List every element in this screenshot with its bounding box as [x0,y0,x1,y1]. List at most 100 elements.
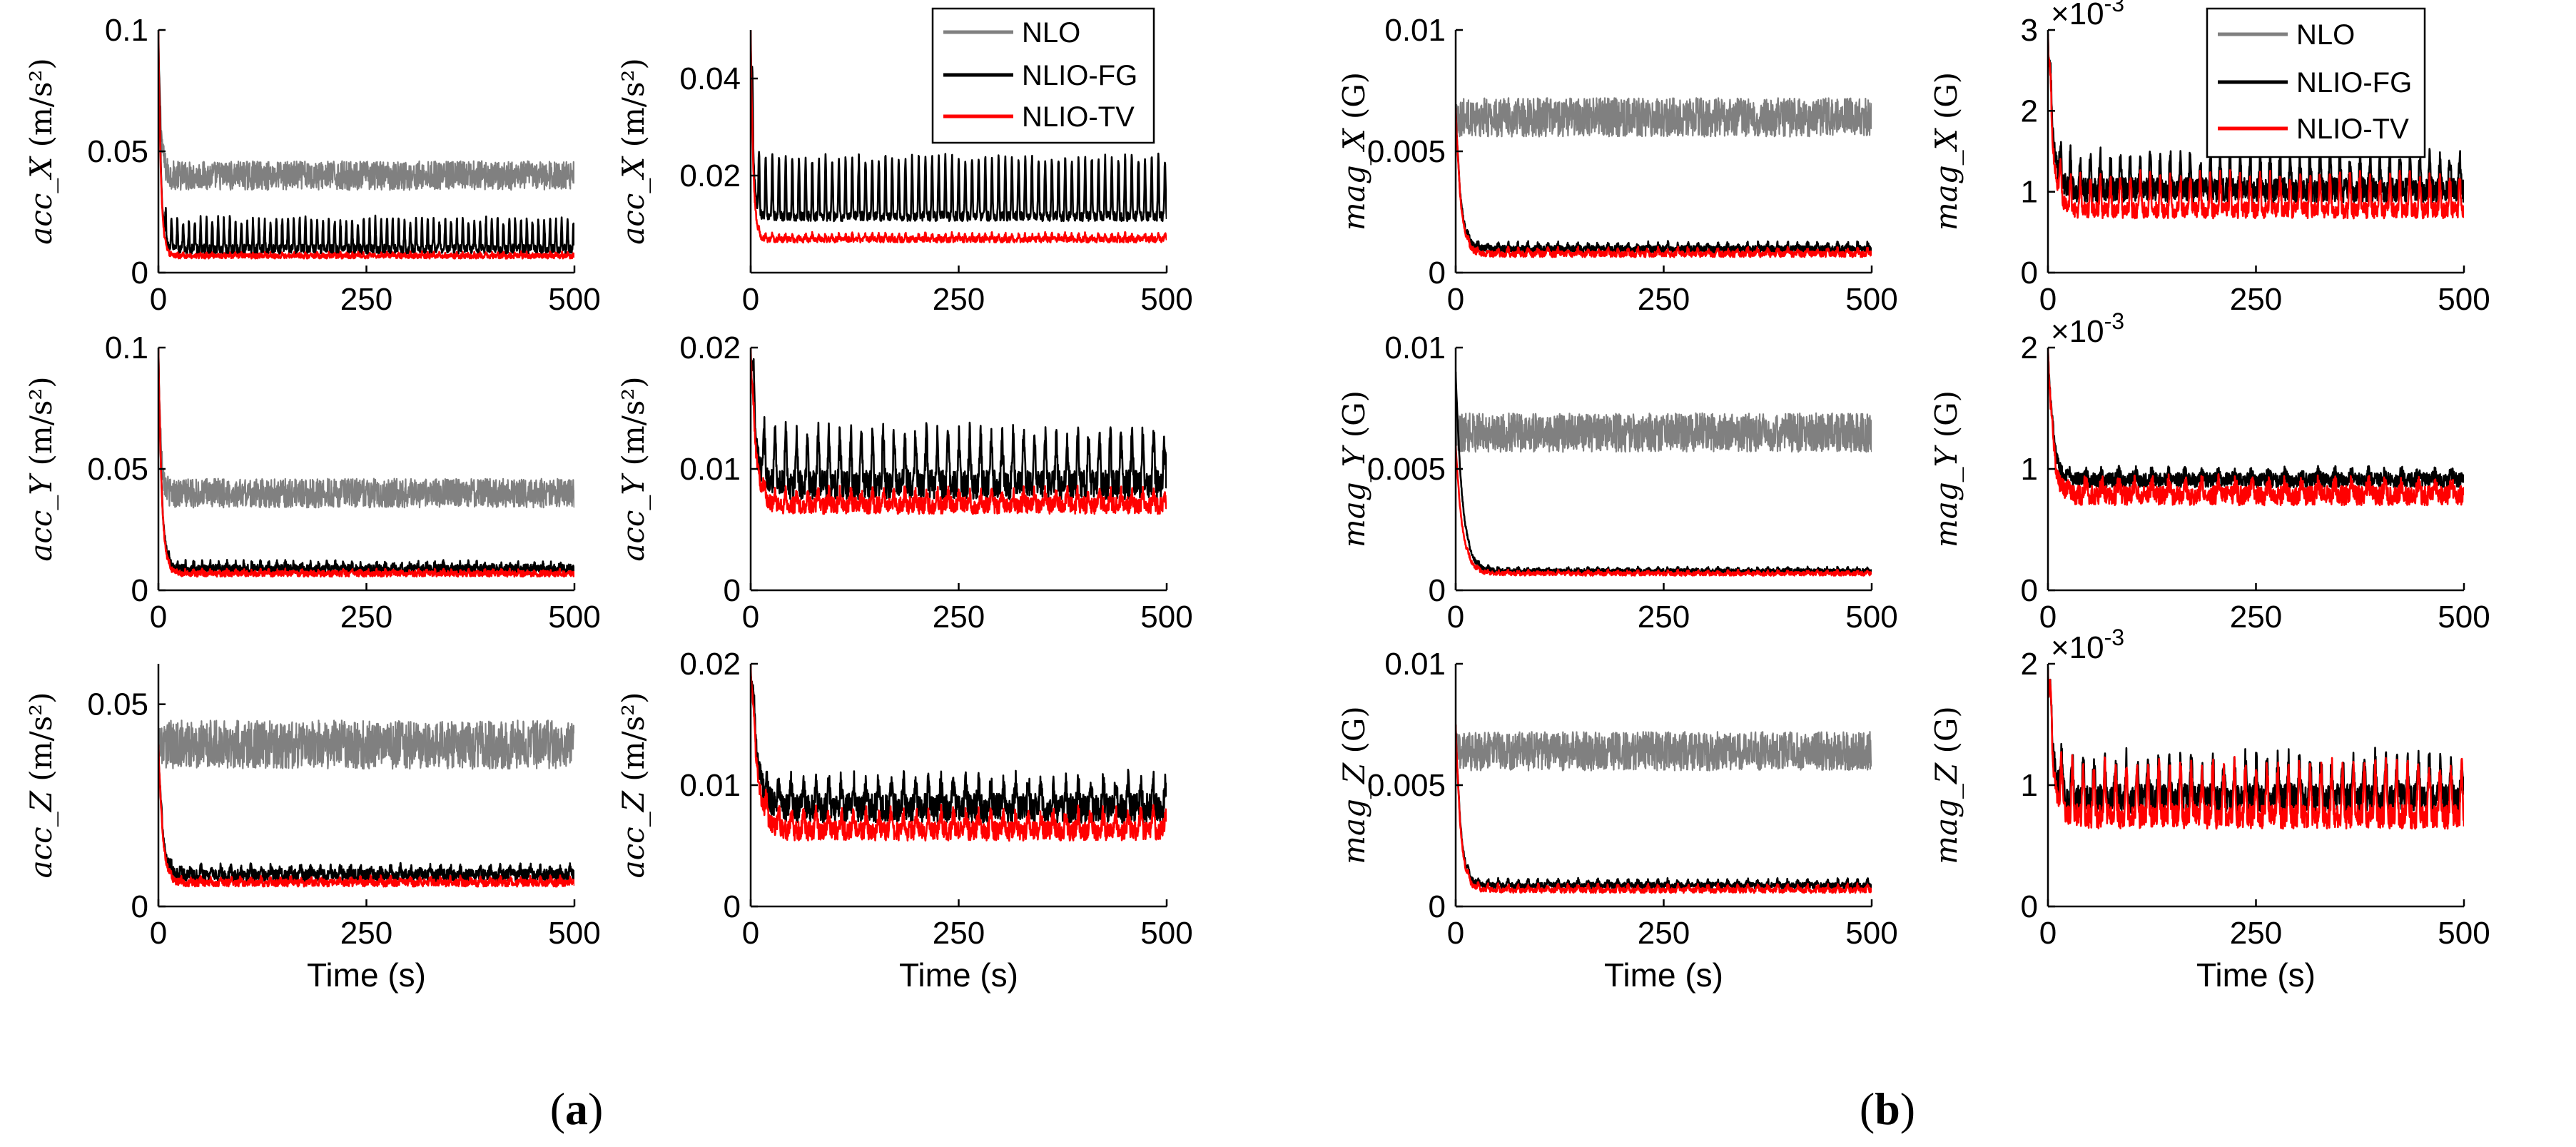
y-axis-label-unit: (G) [1929,706,1964,753]
panel-label-b-letter: b [1875,1083,1900,1134]
y-tick-label: 0.02 [679,647,741,682]
y-exponent-power: -3 [2104,0,2124,16]
y-tick-label: 0 [724,889,741,924]
y-tick-label: 0 [2021,573,2038,608]
x-axis-label: Time (s) [307,956,426,994]
y-axis-label-unit: (G) [1337,706,1371,753]
panel-label-b-close: ) [1900,1083,1915,1134]
y-axis-label-unit: (G) [1929,390,1964,438]
x-tick-label: 0 [2039,282,2057,317]
chart-mag_y_zoom: 0 250 500 0 1 2 ×10-3 mag_Y (G) [1929,308,2490,635]
y-axis-label: mag_X (G) [1929,72,1964,231]
y-axis-label: mag_Z (G) [1929,706,1964,864]
legend-a: NLO NLIO-FG NLIO-TV [931,7,1155,144]
y-tick-label: 0 [131,256,148,290]
x-tick-label: 250 [340,600,392,635]
y-axis-label-main: acc_Z [616,782,651,879]
series-group [751,30,1167,244]
x-tick-label: 0 [150,916,167,951]
legend-b-label-nlio-fg: NLIO-FG [2296,67,2412,98]
x-tick-label: 250 [1638,282,1690,317]
x-tick-label: 250 [340,916,392,951]
chart-mag_z_full: 0 250 500 0 0.005 0.01 mag_Z (G) Time (s) [1337,647,1898,994]
y-axis-label-unit: (m/s²) [616,692,651,782]
series-line-nlo [158,348,574,509]
series-line-nlio-tv [158,348,574,578]
panel-label-a-letter: a [565,1083,588,1134]
legend-b: NLO NLIO-FG NLIO-TV [2206,7,2426,158]
y-tick-label: 1 [2021,768,2038,803]
y-tick-label: 0.02 [679,158,741,193]
y-tick-label: 1 [2021,175,2038,210]
y-axis-label: mag_Y (G) [1337,390,1371,547]
x-tick-label: 250 [933,600,985,635]
x-tick-label: 500 [2438,282,2490,317]
y-axis-label-main: mag_Y [1337,438,1371,547]
x-tick-label: 0 [2039,600,2057,635]
y-tick-label: 2 [2021,94,2038,128]
x-tick-label: 500 [1140,916,1192,951]
chart-mag_y_full: 0 250 500 0 0.005 0.01 mag_Y (G) [1337,330,1898,635]
panel-label-a-close: ) [588,1083,603,1134]
x-tick-label: 0 [742,600,759,635]
x-axis-label: Time (s) [1604,956,1723,994]
x-tick-label: 500 [1140,282,1192,317]
x-tick-label: 250 [1638,916,1690,951]
y-axis-label-main: mag_Z [1929,754,1964,864]
x-tick-label: 250 [2230,282,2282,317]
y-tick-label: 0.1 [105,330,148,365]
chart-mag_x_full: 0 250 500 0 0.005 0.01 mag_X (G) [1337,13,1898,317]
y-axis-label-main: acc_Z [24,782,59,879]
panel-label-b-open: ( [1860,1083,1875,1134]
y-tick-label: 0.1 [105,13,148,48]
y-tick-label: 0.01 [679,768,741,803]
series-line-nlio-tv [2048,348,2464,507]
y-tick-label: 2 [2021,647,2038,682]
y-tick-label: 0 [131,573,148,608]
y-exponent-base: ×10 [2051,0,2104,31]
series-line-nlio-tv [158,30,574,260]
y-exponent-base: ×10 [2051,630,2104,665]
x-tick-label: 250 [933,282,985,317]
series-group [158,30,574,260]
y-axis-label-main: mag_X [1337,119,1371,231]
series-line-nlio-tv [158,744,574,888]
chart-acc_z_full: 0 250 500 0 0.05 acc_Z (m/s²) Time (s) [24,664,601,994]
series-line-nlo [1456,97,1872,138]
y-tick-label: 0.005 [1367,452,1446,487]
y-axis-label: acc_X (m/s²) [24,58,59,244]
y-exponent-label: ×10-3 [2051,625,2124,665]
series-group [158,719,574,888]
series-group [1456,97,1872,258]
series-line-nlio-tv [1456,444,1872,577]
y-axis-label-main: mag_Z [1337,754,1371,864]
series-line-nlio-tv [751,348,1167,515]
y-tick-label: 0.04 [679,61,741,96]
x-tick-label: 250 [2230,600,2282,635]
x-tick-label: 500 [548,600,600,635]
x-tick-label: 500 [1140,600,1192,635]
y-axis-label-main: mag_Y [1929,438,1964,547]
y-axis-label-main: acc_Y [24,465,59,561]
y-tick-label: 0 [1429,573,1446,608]
legend-a-label-nlo: NLO [1022,17,1080,49]
y-axis-label-unit: (m/s²) [24,376,59,465]
y-tick-label: 2 [2021,330,2038,365]
x-tick-label: 0 [742,916,759,951]
y-tick-label: 0.01 [1384,647,1446,682]
panels-group: 0 250 500 0 0.05 0.1 acc_X (m/s²) 0 250 500 0.02 0.… [24,0,2490,994]
y-exponent-label: ×10-3 [2051,0,2124,31]
y-axis-label-unit: (m/s²) [616,58,651,147]
x-tick-label: 0 [1447,916,1464,951]
y-tick-label: 3 [2021,13,2038,48]
legend-a-label-nlio-tv: NLIO-TV [1022,101,1135,133]
x-tick-label: 250 [2230,916,2282,951]
series-line-nlio-tv [1456,107,1872,258]
series-group [751,348,1167,515]
series-line-nlio-fg [751,665,1167,824]
legend-b-label-nlo: NLO [2296,19,2355,51]
x-tick-label: 0 [1447,282,1464,317]
x-tick-label: 0 [1447,600,1464,635]
y-tick-label: 0.05 [87,452,148,487]
series-line-nlio-fg [1456,371,1872,575]
